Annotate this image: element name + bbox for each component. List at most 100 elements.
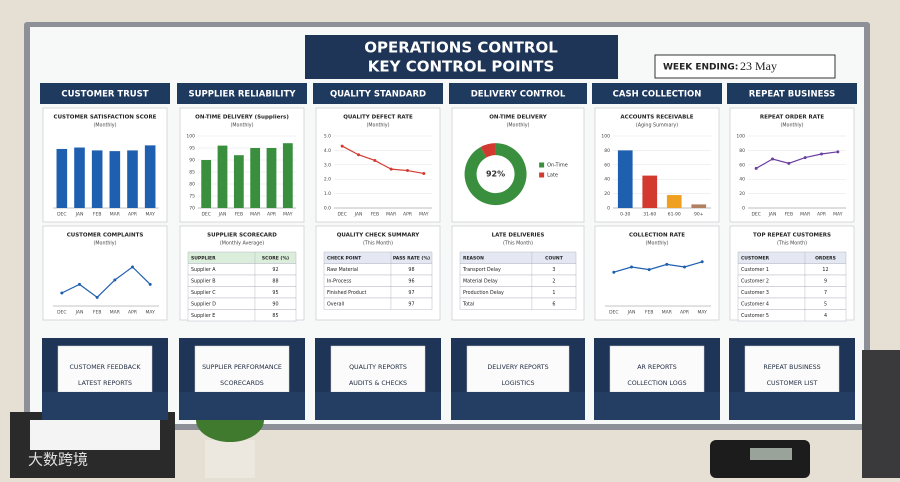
pocket-paper [609, 345, 705, 393]
table-head-cell: CUSTOMER [741, 255, 770, 261]
table-head-cell: SUPPLIER [191, 255, 216, 261]
point [754, 166, 758, 170]
x-tick-label: MAR [250, 212, 260, 218]
table-cell: Supplier C [191, 290, 216, 296]
x-tick-label: 0-30 [620, 212, 630, 218]
x-tick-label: FEB [371, 212, 380, 218]
table-cell: Production Delay [463, 290, 504, 296]
x-tick-label: DEC [751, 212, 760, 218]
y-tick-label: 0 [742, 206, 745, 212]
chart-subtitle: (Monthly) [94, 123, 117, 129]
point [131, 265, 134, 269]
chart-subtitle: (Monthly) [646, 241, 669, 247]
chart-title: CUSTOMER SATISFACTION SCORE [54, 115, 157, 121]
y-tick-label: 80 [604, 148, 610, 154]
pocket-label: CUSTOMER LIST [767, 380, 818, 387]
pocket-paper [466, 345, 570, 393]
y-tick-label: 40 [739, 177, 745, 183]
y-tick-label: 80 [739, 148, 745, 154]
title-line: OPERATIONS CONTROL [364, 39, 558, 57]
chart-title: CUSTOMER COMPLAINTS [67, 233, 144, 239]
point [422, 171, 426, 175]
x-tick-label: JAN [354, 212, 363, 218]
point [836, 150, 840, 154]
table-cell: Material Delay [463, 278, 498, 284]
week-box [654, 54, 836, 79]
y-tick-label: 100 [186, 134, 195, 140]
chart-subtitle: (Monthly) [507, 123, 530, 129]
week-value: 23 May [740, 59, 777, 73]
pocket-label: COLLECTION LOGS [627, 380, 686, 387]
title-banner [305, 35, 618, 79]
table-row [459, 297, 577, 310]
y-tick-label: 40 [604, 177, 610, 183]
y-tick-label: 0.0 [324, 206, 331, 212]
chart-title: QUALITY CHECK SUMMARY [337, 233, 421, 239]
y-tick-label: 75 [189, 194, 195, 200]
x-tick-label: JAN [218, 212, 227, 218]
table-cell: 85 [272, 313, 278, 319]
chart-title: COLLECTION RATE [629, 233, 685, 239]
x-tick-label: MAR [386, 212, 396, 218]
cabinet [862, 350, 900, 478]
point [630, 265, 633, 269]
x-tick-label: APR [680, 310, 689, 316]
chart-title: SUPPLIER SCORECARD [207, 233, 277, 239]
y-tick-label: 20 [739, 191, 745, 197]
point [60, 291, 64, 295]
pocket-paper [194, 345, 290, 393]
chart-title: ACCOUNTS RECEIVABLE [620, 115, 693, 121]
phone-screen [750, 448, 792, 460]
pocket-label: REPEAT BUSINESS [763, 364, 820, 371]
table-cell: Customer 3 [741, 290, 769, 296]
x-tick-label: MAR [662, 310, 672, 316]
table-cell: 12 [822, 267, 828, 273]
y-tick-label: 100 [601, 134, 610, 140]
table-cell: Supplier E [191, 313, 215, 319]
y-tick-label: 4.0 [324, 148, 331, 154]
legend-swatch [539, 172, 545, 178]
table-cell: 4 [824, 313, 827, 319]
x-tick-label: FEB [645, 310, 654, 316]
bar [56, 148, 68, 208]
bar [217, 145, 228, 208]
point [406, 169, 409, 173]
table-cell: 1 [552, 290, 555, 296]
point [787, 161, 791, 165]
chart-title: ON-TIME DELIVERY (Suppliers) [195, 115, 289, 121]
legend-swatch [539, 162, 545, 168]
column-header-bg [177, 83, 307, 104]
pocket-front [451, 392, 585, 420]
table-cell: Total [462, 301, 474, 307]
table-cell: Transport Delay [462, 267, 501, 273]
donut-slice [480, 143, 496, 158]
y-tick-label: 85 [189, 170, 195, 176]
table-cell: 6 [552, 301, 555, 307]
bar [144, 145, 156, 208]
pocket-label: LOGISTICS [501, 380, 534, 387]
column-header-bg [313, 83, 443, 104]
table-cell: 9 [824, 278, 827, 284]
point [389, 167, 393, 171]
table-head-cell: COUNT [545, 255, 564, 261]
point [340, 144, 344, 148]
bar [233, 155, 244, 208]
x-tick-label: MAR [110, 212, 120, 218]
table-cell: 92 [272, 267, 278, 273]
plant-pot [205, 440, 255, 478]
x-tick-label: MAY [419, 212, 429, 218]
x-tick-label: 61-90 [668, 212, 681, 218]
y-tick-label: 1.0 [324, 191, 331, 197]
pocket-paper [57, 345, 153, 393]
column-header-bg [449, 83, 587, 104]
table-cell: Customer 5 [741, 313, 769, 319]
table-cell: 7 [824, 290, 827, 296]
chart-title: ON-TIME DELIVERY [489, 115, 548, 121]
bar [74, 147, 85, 208]
table-cell: Supplier D [191, 301, 216, 307]
pocket-label: SCORECARDS [220, 380, 264, 387]
point [700, 260, 704, 264]
bar [617, 150, 633, 208]
